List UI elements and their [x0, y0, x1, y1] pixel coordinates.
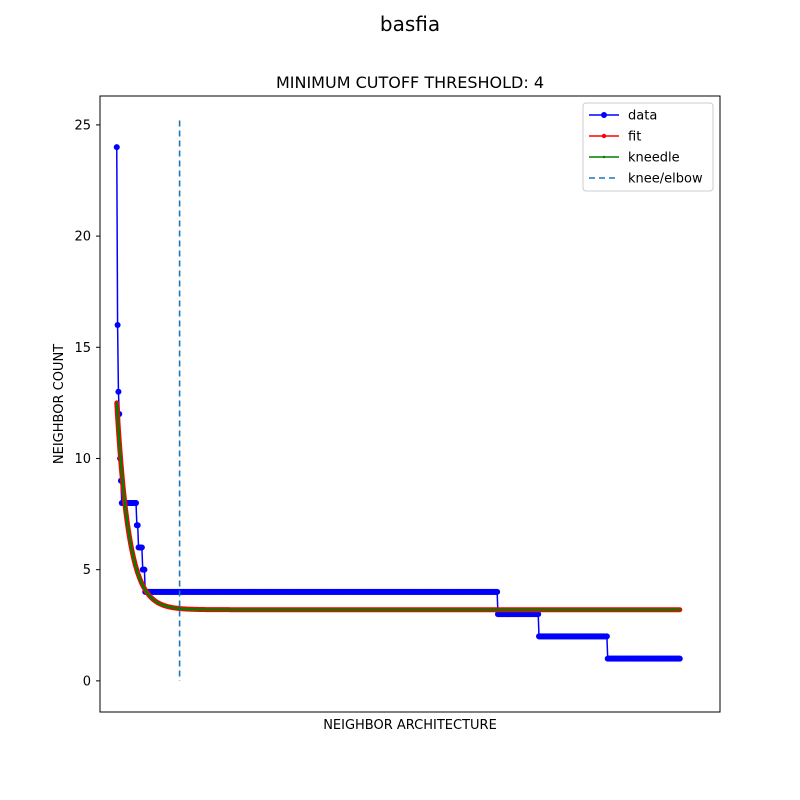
y-tick-label: 25 — [74, 118, 91, 133]
legend-marker — [601, 133, 607, 139]
y-tick-label: 5 — [83, 563, 91, 578]
y-tick-label: 0 — [83, 674, 91, 689]
legend-marker — [601, 112, 607, 118]
kneedle-series-line — [115, 401, 682, 611]
y-tick-label: 15 — [74, 341, 91, 356]
data-point — [141, 566, 148, 573]
legend-label: knee/elbow — [628, 172, 703, 187]
data-point — [676, 655, 683, 662]
legend-label: kneedle — [628, 151, 680, 166]
data-point — [115, 388, 122, 395]
legend-label: data — [628, 109, 657, 124]
legend-item: knee/elbow — [589, 172, 703, 187]
data-layer — [113, 120, 683, 681]
data-point — [114, 322, 121, 329]
data-point — [603, 633, 610, 640]
legend-item: fit — [589, 130, 641, 145]
legend-item: data — [589, 109, 657, 124]
data-point — [113, 144, 120, 151]
plot-title: MINIMUM CUTOFF THRESHOLD: 4 — [276, 73, 544, 92]
data-point — [138, 544, 145, 551]
y-axis-label: NEIGHBOR COUNT — [52, 344, 67, 464]
data-point — [133, 499, 140, 506]
y-axis-ticks: 0 5 10 15 20 25 — [74, 118, 100, 689]
y-tick-label: 10 — [74, 452, 91, 467]
data-point — [535, 611, 542, 618]
plot-frame — [99, 95, 721, 713]
legend-item: kneedle — [589, 151, 680, 166]
figure-title: basfia — [379, 12, 441, 36]
legend-box — [582, 102, 714, 192]
data-point — [494, 588, 501, 595]
data-point — [134, 522, 141, 529]
legend-marker — [602, 155, 606, 159]
legend-label: fit — [628, 130, 641, 145]
x-axis-label: NEIGHBOR ARCHITECTURE — [323, 718, 497, 733]
legend: data fit kneedle knee/elbow — [582, 102, 714, 192]
y-tick-label: 20 — [74, 230, 91, 245]
